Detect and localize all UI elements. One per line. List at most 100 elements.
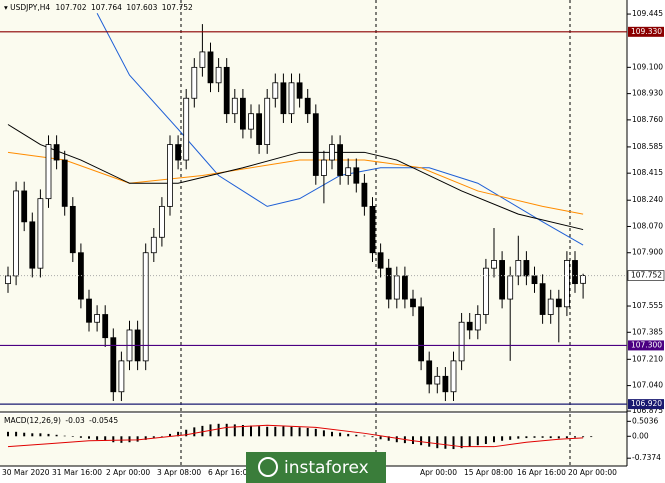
candle-body: [118, 360, 125, 393]
y-tick-label: 107.040: [632, 381, 663, 390]
symbol-icon: ▾: [4, 3, 10, 12]
macd-bar: [160, 436, 163, 437]
macd-bar: [452, 436, 455, 450]
candle-body: [175, 144, 182, 161]
level-label: 109.330: [631, 27, 662, 36]
y-tick-label: 106.875: [632, 406, 663, 415]
candle-body: [13, 190, 20, 277]
candle-body: [199, 51, 206, 68]
macd-bar: [322, 430, 325, 437]
macd-signal: [7, 424, 584, 448]
price-plot: [0, 13, 627, 405]
candle-body: [507, 275, 514, 300]
macd-bar: [541, 436, 544, 438]
macd-bar: [274, 426, 277, 437]
candle-body: [150, 236, 157, 254]
y-tick-label: 107.385: [632, 327, 663, 336]
macd-bar: [71, 436, 74, 437]
macd-bar: [177, 431, 180, 437]
macd-bar: [104, 436, 107, 441]
macd-plot: [7, 423, 593, 450]
macd-bar: [225, 423, 228, 437]
candle-body: [191, 66, 198, 99]
y-tick-label: 107.555: [632, 301, 663, 310]
time-label: 30 Mar 2020: [2, 468, 50, 477]
macd-bar: [590, 436, 593, 438]
candle-body: [264, 97, 271, 145]
macd-bar: [298, 427, 301, 437]
macd-bar: [152, 436, 155, 438]
level-label: 106.920: [631, 399, 662, 408]
symbol: USDJPY,H4: [10, 3, 50, 12]
ohlc-high: 107.764: [91, 3, 122, 12]
watermark-text: instaforex: [284, 458, 369, 478]
macd-bar: [241, 424, 244, 437]
candle-body: [78, 252, 84, 300]
macd-bar: [517, 436, 520, 439]
macd-tick-label: 0.5036: [632, 416, 658, 425]
macd-bar: [23, 432, 26, 437]
candle-body: [450, 360, 457, 393]
macd-bar: [525, 436, 528, 439]
macd-bar: [549, 436, 552, 439]
macd-signal-value: -0.0545: [89, 416, 118, 425]
macd-bar: [582, 436, 585, 438]
macd-tick-label: 0.00: [632, 431, 649, 440]
macd-bar: [306, 427, 309, 437]
ohlc-close: 107.752: [162, 3, 193, 12]
candle-body: [223, 66, 230, 115]
candle-body: [280, 82, 287, 115]
macd-bar: [339, 432, 342, 437]
candle-body: [37, 198, 44, 269]
macd-bar: [420, 436, 423, 446]
candle-body: [401, 275, 408, 300]
macd-bar: [217, 423, 220, 437]
candle-body: [61, 159, 68, 207]
macd-bar: [509, 436, 512, 440]
time-label: 16 Apr 16:00: [517, 468, 566, 477]
candle-body: [5, 275, 11, 285]
candle-body: [304, 97, 311, 115]
macd-bar: [557, 436, 560, 439]
candle-body: [377, 252, 384, 269]
candle-body: [215, 66, 222, 84]
macd-bar: [96, 436, 99, 440]
candle-body: [86, 298, 92, 323]
macd-bar: [15, 431, 18, 437]
candle-body: [288, 82, 295, 115]
y-tick-label: 108.070: [632, 221, 663, 230]
price-panel: [0, 0, 627, 412]
candle-body: [345, 167, 352, 176]
level-label-box: [628, 26, 664, 37]
candle-body: [458, 321, 465, 362]
macd-bar: [7, 431, 9, 437]
macd-bar: [55, 434, 58, 437]
candle-body: [555, 298, 562, 308]
y-tick-label: 109.445: [632, 9, 663, 18]
candle-body: [312, 113, 319, 176]
macd-bar: [201, 425, 204, 437]
candle-body: [158, 205, 165, 238]
candle-body: [564, 260, 570, 308]
macd-bar: [193, 427, 196, 437]
level-label: 107.300: [631, 340, 662, 349]
candle-body: [547, 298, 554, 315]
candle-body: [239, 97, 246, 130]
candle-body: [53, 144, 60, 161]
candle-body: [580, 275, 586, 284]
macd-bar: [436, 436, 439, 449]
candle-body: [94, 314, 100, 323]
time-label: Apr 00:00: [420, 468, 457, 477]
time-label: 31 Mar 16:00: [52, 468, 102, 477]
candle-body: [296, 82, 303, 99]
candle-body: [183, 97, 190, 161]
candle-body: [442, 375, 449, 393]
candle-body: [572, 260, 578, 285]
candle-body: [337, 144, 344, 176]
macd-bar: [371, 436, 374, 438]
macd-bar: [144, 436, 147, 440]
candle-body: [523, 260, 530, 277]
macd-bar: [379, 436, 382, 440]
candle-body: [256, 113, 263, 145]
